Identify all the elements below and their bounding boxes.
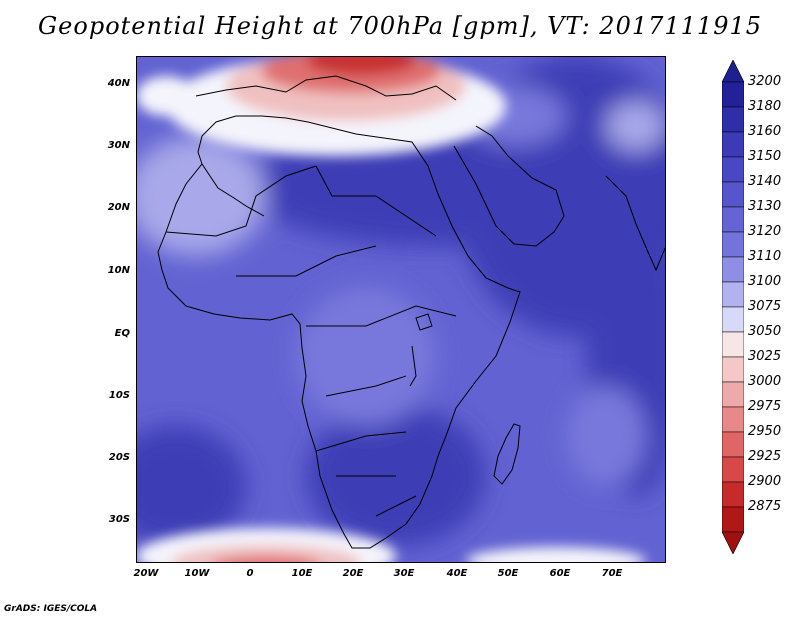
colorbar-level-label: 3100 — [748, 274, 782, 289]
india-coastline — [605, 175, 666, 272]
colorbar-level-label: 3000 — [748, 374, 782, 389]
colorbar-box — [722, 381, 744, 408]
field-light-iran — [606, 101, 666, 151]
colorbar-box — [722, 481, 744, 508]
lon-label-20w: 20W — [133, 568, 159, 579]
colorbar-box — [722, 256, 744, 283]
colorbar-level-label: 2900 — [748, 474, 782, 489]
colorbar-box — [722, 356, 744, 383]
lon-label-70e: 70E — [601, 568, 623, 579]
colorbar-box — [722, 181, 744, 208]
colorbar-level-label: 3120 — [748, 224, 782, 239]
field-white-atlantic — [136, 76, 196, 116]
lon-label-20e: 20E — [342, 568, 364, 579]
africa-coastline — [157, 115, 521, 549]
colorbar-level-label: 2975 — [748, 399, 782, 414]
colorbar-box — [722, 506, 744, 533]
lat-label-30n: 30N — [107, 140, 130, 151]
colorbar-box — [722, 306, 744, 333]
arabia-coastline — [453, 125, 565, 247]
colorbar — [722, 60, 744, 554]
coastlines-and-borders — [157, 75, 666, 549]
colorbar-box — [722, 406, 744, 433]
colorbar-level-label: 2925 — [748, 449, 782, 464]
colorbar-level-label: 3180 — [748, 99, 782, 114]
field-pink-south-low — [171, 545, 361, 563]
lon-label-30e: 30E — [393, 568, 415, 579]
colorbar-level-label: 3110 — [748, 249, 782, 264]
madagascar-coastline — [493, 423, 521, 485]
colorbar-level-label: 3140 — [748, 174, 782, 189]
internal-borders — [165, 165, 457, 517]
field-mid-central-africa — [296, 286, 436, 426]
geopotential-field-map — [136, 56, 666, 563]
colorbar-level-label: 3200 — [748, 74, 782, 89]
map-panel — [136, 56, 666, 563]
colorbar-level-label: 2875 — [748, 499, 782, 514]
software-credit: GrADS: IGES/COLA — [4, 604, 98, 614]
lat-label-eq: EQ — [114, 328, 130, 339]
colorbar-box — [722, 81, 744, 108]
lon-label-60e: 60E — [549, 568, 571, 579]
colorbar-box — [722, 331, 744, 358]
colorbar-level-label: 2950 — [748, 424, 782, 439]
colorbar-level-label: 3150 — [748, 149, 782, 164]
lat-label-20n: 20N — [107, 202, 130, 213]
lat-label-20s: 20S — [108, 452, 130, 463]
map-frame — [136, 56, 666, 563]
mediterranean-north — [195, 75, 457, 101]
lon-label-50e: 50E — [497, 568, 519, 579]
colorbar-level-label: 3160 — [748, 124, 782, 139]
field-anomalies — [136, 56, 646, 563]
colorbar-box — [722, 131, 744, 158]
colorbar-box — [722, 206, 744, 233]
colorbar-box — [722, 156, 744, 183]
lat-label-10s: 10S — [108, 390, 130, 401]
field-deepred-trough — [306, 56, 416, 75]
field-mid-mascarene — [566, 386, 646, 486]
colorbar-level-label: 3025 — [748, 349, 782, 364]
lon-label-40e: 40E — [446, 568, 468, 579]
colorbar-level-label: 3050 — [748, 324, 782, 339]
colorbar-box — [722, 106, 744, 133]
lon-label-10e: 10E — [291, 568, 313, 579]
lake-tanganyika — [409, 345, 417, 387]
lat-label-10n: 10N — [107, 265, 130, 276]
colorbar-bottom-triangle — [722, 531, 744, 554]
field-red-south-low — [213, 556, 319, 563]
field-white-southeast — [466, 547, 646, 563]
colorbar-level-label: 3075 — [748, 299, 782, 314]
colorbar-box — [722, 456, 744, 483]
colorbar-level-label: 3130 — [748, 199, 782, 214]
map-title: Geopotential Height at 700hPa [gpm], VT:… — [38, 12, 762, 40]
lake-victoria — [415, 313, 433, 331]
lat-label-30s: 30S — [108, 514, 130, 525]
lat-label-40n: 40N — [107, 78, 130, 89]
colorbar-box — [722, 431, 744, 458]
colorbar-box — [722, 281, 744, 308]
field-high-southwest — [136, 426, 246, 546]
colorbar-top-triangle — [722, 60, 744, 83]
colorbar-box — [722, 231, 744, 258]
lon-label-10w: 10W — [184, 568, 210, 579]
lon-label-0: 0 — [246, 568, 254, 579]
